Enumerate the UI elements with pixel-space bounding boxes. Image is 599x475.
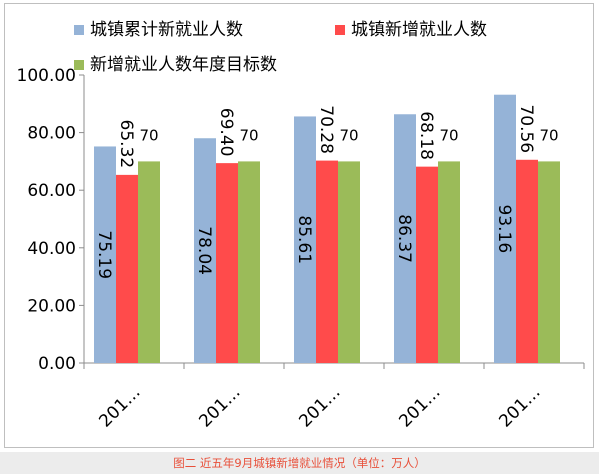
- bar-series-1: [294, 116, 316, 363]
- data-label-series-3: 70: [439, 126, 458, 144]
- data-label-series-1: 78.04: [194, 226, 214, 275]
- y-tick-label: 80.00: [27, 124, 76, 144]
- bar-series-3: [338, 161, 360, 363]
- bar-series-3: [138, 161, 160, 363]
- bar-series-2: [216, 163, 238, 363]
- chart-frame: 0.00 20.00 40.00 60.00 80.00 100.00 75.19 65.32…: [4, 3, 594, 448]
- legend-swatch-series-1: [74, 25, 84, 35]
- data-label-series-2: 70.56: [516, 104, 536, 153]
- data-label-series-1: 75.19: [94, 230, 114, 279]
- data-label-series-3: 70: [139, 126, 158, 144]
- data-label-series-1: 86.37: [394, 214, 414, 263]
- legend-swatch-series-3: [74, 60, 84, 70]
- legend-label-series-1: 城镇累计新就业人数: [90, 20, 243, 40]
- bar-series-3: [438, 161, 460, 363]
- bar-series-1: [194, 138, 216, 363]
- x-tick-label: 201…: [295, 382, 344, 431]
- data-label-series-3: 70: [339, 126, 358, 144]
- legend-swatch-series-2: [335, 25, 345, 35]
- bar-series-1: [94, 146, 116, 363]
- bar-series-1: [494, 94, 516, 363]
- y-tick-label: 0.00: [38, 354, 76, 374]
- x-tick-label: 201…: [195, 382, 244, 431]
- x-tick-label: 201…: [495, 382, 544, 431]
- y-tick-label: 100.00: [17, 66, 76, 86]
- chart-caption: 图二 近五年9月城镇新增就业情况（单位：万人）: [0, 452, 599, 474]
- bar-chart: 0.00 20.00 40.00 60.00 80.00 100.00 75.19 65.32…: [17, 20, 585, 432]
- y-tick-label: 40.00: [27, 239, 76, 259]
- data-label-series-3: 70: [239, 126, 258, 144]
- data-label-series-1: 93.16: [494, 205, 514, 254]
- data-label-series-3: 70: [539, 126, 558, 144]
- data-label-series-2: 69.40: [216, 108, 236, 157]
- bar-series-3: [538, 161, 560, 363]
- data-label-series-1: 85.61: [294, 215, 314, 264]
- data-label-series-2: 68.18: [416, 111, 436, 160]
- bar-series-1: [394, 114, 416, 364]
- y-tick-label: 20.00: [27, 296, 76, 316]
- legend-label-series-3: 新增就业人数年度目标数: [90, 55, 277, 75]
- data-label-series-2: 65.32: [116, 120, 136, 169]
- x-tick-label: 201…: [395, 382, 444, 431]
- bar-series-2: [316, 160, 338, 363]
- data-label-series-2: 70.28: [316, 105, 336, 154]
- bar-series-2: [116, 174, 138, 363]
- x-tick-label: 201…: [95, 382, 144, 431]
- legend-label-series-2: 城镇新增就业人数: [351, 20, 487, 40]
- bar-series-2: [416, 166, 438, 363]
- y-tick-label: 60.00: [27, 181, 76, 201]
- bar-series-3: [238, 161, 260, 363]
- bar-series-2: [516, 159, 538, 363]
